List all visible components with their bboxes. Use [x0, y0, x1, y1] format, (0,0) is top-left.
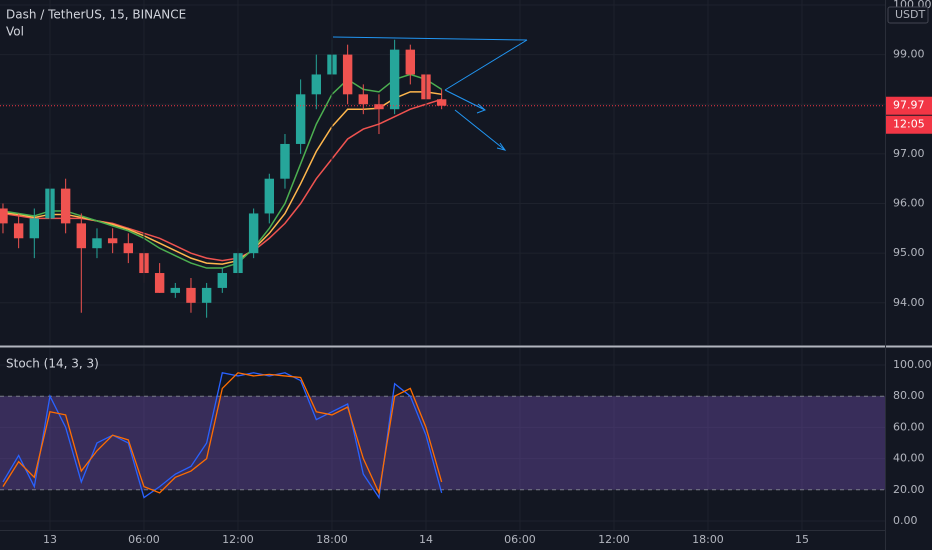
candle-body: [0, 208, 8, 224]
y-tick-label: 95.00: [893, 246, 925, 259]
candle-body: [311, 74, 322, 95]
trend-line: [332, 36, 528, 41]
trend-line: [454, 109, 506, 151]
x-tick-label: 12:00: [598, 533, 630, 546]
y-tick-label: 20.00: [893, 483, 925, 496]
candle-body: [170, 287, 181, 293]
candle-body: [374, 104, 384, 110]
stoch-line: [2, 372, 443, 496]
y-tick-label: 94.00: [893, 296, 925, 309]
candle-body: [358, 94, 369, 105]
stoch-line: [2, 372, 443, 500]
countdown-box: [886, 115, 932, 134]
y-tick-label: 99.00: [893, 48, 925, 61]
stoch-title: Stoch (14, 3, 3): [6, 357, 99, 371]
candle-body: [342, 54, 353, 95]
trend-line: [444, 89, 486, 111]
candle-body: [123, 243, 134, 254]
last-price-label: 97.97: [893, 99, 925, 112]
candle-body: [389, 49, 400, 110]
candle-body: [186, 287, 196, 303]
y-tick-label: 97.00: [893, 147, 925, 160]
stoch-band: [0, 396, 885, 490]
y-tick-label: 80.00: [893, 389, 925, 402]
candle-body: [29, 218, 40, 239]
x-tick-label: 18:00: [316, 533, 348, 546]
ribbon-line: [2, 98, 442, 262]
x-tick-label: 06:00: [128, 533, 160, 546]
candle-body: [248, 213, 259, 254]
ribbon-line: [2, 91, 442, 265]
x-tick-label: 14: [419, 533, 433, 546]
trend-line: [444, 39, 528, 91]
y-tick-label: 96.00: [893, 197, 925, 210]
y-tick-label: 40.00: [893, 452, 925, 465]
candle-body: [201, 287, 212, 303]
x-tick-label: 06:00: [504, 533, 536, 546]
candle-body: [264, 178, 275, 214]
ribbon-line: [2, 73, 443, 269]
drawings: [332, 36, 528, 151]
y-tick-label: 60.00: [893, 420, 925, 433]
y-tick-label: 100.00: [893, 0, 932, 11]
candle-body: [107, 238, 118, 244]
arrow-head: [496, 142, 507, 151]
candle-body: [436, 99, 447, 106]
x-tick-label: 13: [43, 533, 57, 546]
currency-label: USDT: [895, 8, 926, 21]
candle-body: [76, 223, 87, 249]
volume-label: Vol: [6, 25, 24, 39]
candle-body: [13, 223, 24, 239]
last-price-box: [886, 96, 932, 115]
candle-body: [60, 188, 71, 224]
y-tick-label: 0.00: [893, 514, 918, 527]
x-tick-label: 12:00: [222, 533, 254, 546]
currency-box: [887, 6, 929, 24]
candle-body: [405, 49, 416, 75]
arrow-head: [476, 103, 486, 114]
chart-title: Dash / TetherUS, 15, BINANCE: [6, 8, 186, 22]
candle-body: [295, 94, 306, 144]
candle-body: [154, 273, 165, 293]
y-tick-label: 100.00: [893, 358, 932, 371]
x-tick-label: 15: [795, 533, 809, 546]
candle-body: [217, 273, 228, 288]
candle-body: [280, 143, 290, 179]
x-tick-label: 18:00: [692, 533, 724, 546]
countdown-label: 12:05: [893, 118, 925, 131]
candle-body: [92, 238, 102, 249]
